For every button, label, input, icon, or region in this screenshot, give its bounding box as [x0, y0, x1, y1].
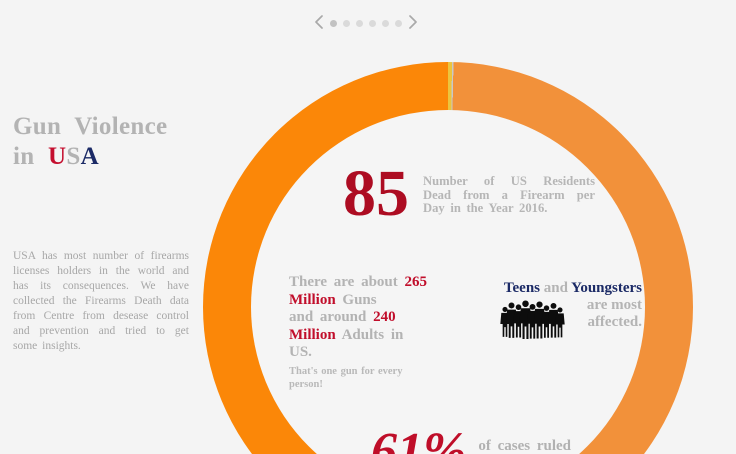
carousel-dot-2[interactable] — [343, 20, 350, 27]
page-title: Gun Violence in USA — [13, 112, 167, 172]
cases-value: 61% — [371, 423, 467, 454]
guns-line-4: Million Adults in — [289, 326, 404, 343]
stat-deaths-per-day: 85 Number of US Residents Dead from a Fi… — [343, 157, 595, 230]
carousel-prev-button[interactable] — [314, 15, 323, 32]
title-line-1: Gun Violence — [13, 113, 168, 140]
chevron-left-icon — [314, 15, 323, 32]
donut-chart-hole — [251, 110, 645, 454]
carousel-dot-6[interactable] — [395, 20, 402, 27]
cases-label: of cases ruled — [478, 438, 571, 454]
carousel-dots — [330, 20, 402, 27]
stat-cases-ruled: 61% of cases ruled — [371, 423, 571, 454]
carousel-dot-3[interactable] — [356, 20, 363, 27]
chevron-right-icon — [409, 15, 418, 32]
guns-line-5: US. — [289, 344, 312, 361]
guns-line-2: Million Guns — [289, 291, 377, 308]
carousel-dot-4[interactable] — [369, 20, 376, 27]
guns-note: That's one gun for every person! — [289, 365, 403, 390]
deaths-label: Number of US Residents Dead from a Firea… — [423, 174, 595, 216]
title-usa-s: S — [66, 143, 81, 170]
title-usa-a: A — [80, 143, 99, 170]
carousel-nav — [314, 15, 418, 32]
guns-line-1: There are about 265 — [289, 274, 428, 290]
stat-teens-affected: Teens and Youngsters are most affected. — [486, 280, 642, 331]
title-line-2: in USA — [13, 143, 99, 170]
carousel-next-button[interactable] — [409, 15, 418, 32]
carousel-dot-1[interactable] — [330, 20, 337, 27]
teens-line-1: Teens and Youngsters — [503, 280, 642, 296]
guns-line-3: and around 240 — [289, 309, 396, 326]
title-usa-u: U — [48, 143, 67, 170]
teens-line-3: affected. — [587, 314, 642, 330]
intro-paragraph: USA has most number of firearms licenses… — [13, 250, 189, 352]
crowd-silhouette-icon — [500, 299, 566, 344]
deaths-value: 85 — [343, 157, 409, 230]
teens-line-2: are most — [586, 297, 642, 313]
carousel-dot-5[interactable] — [382, 20, 389, 27]
stat-guns-vs-adults: There are about 265 Million Guns and aro… — [289, 274, 427, 391]
